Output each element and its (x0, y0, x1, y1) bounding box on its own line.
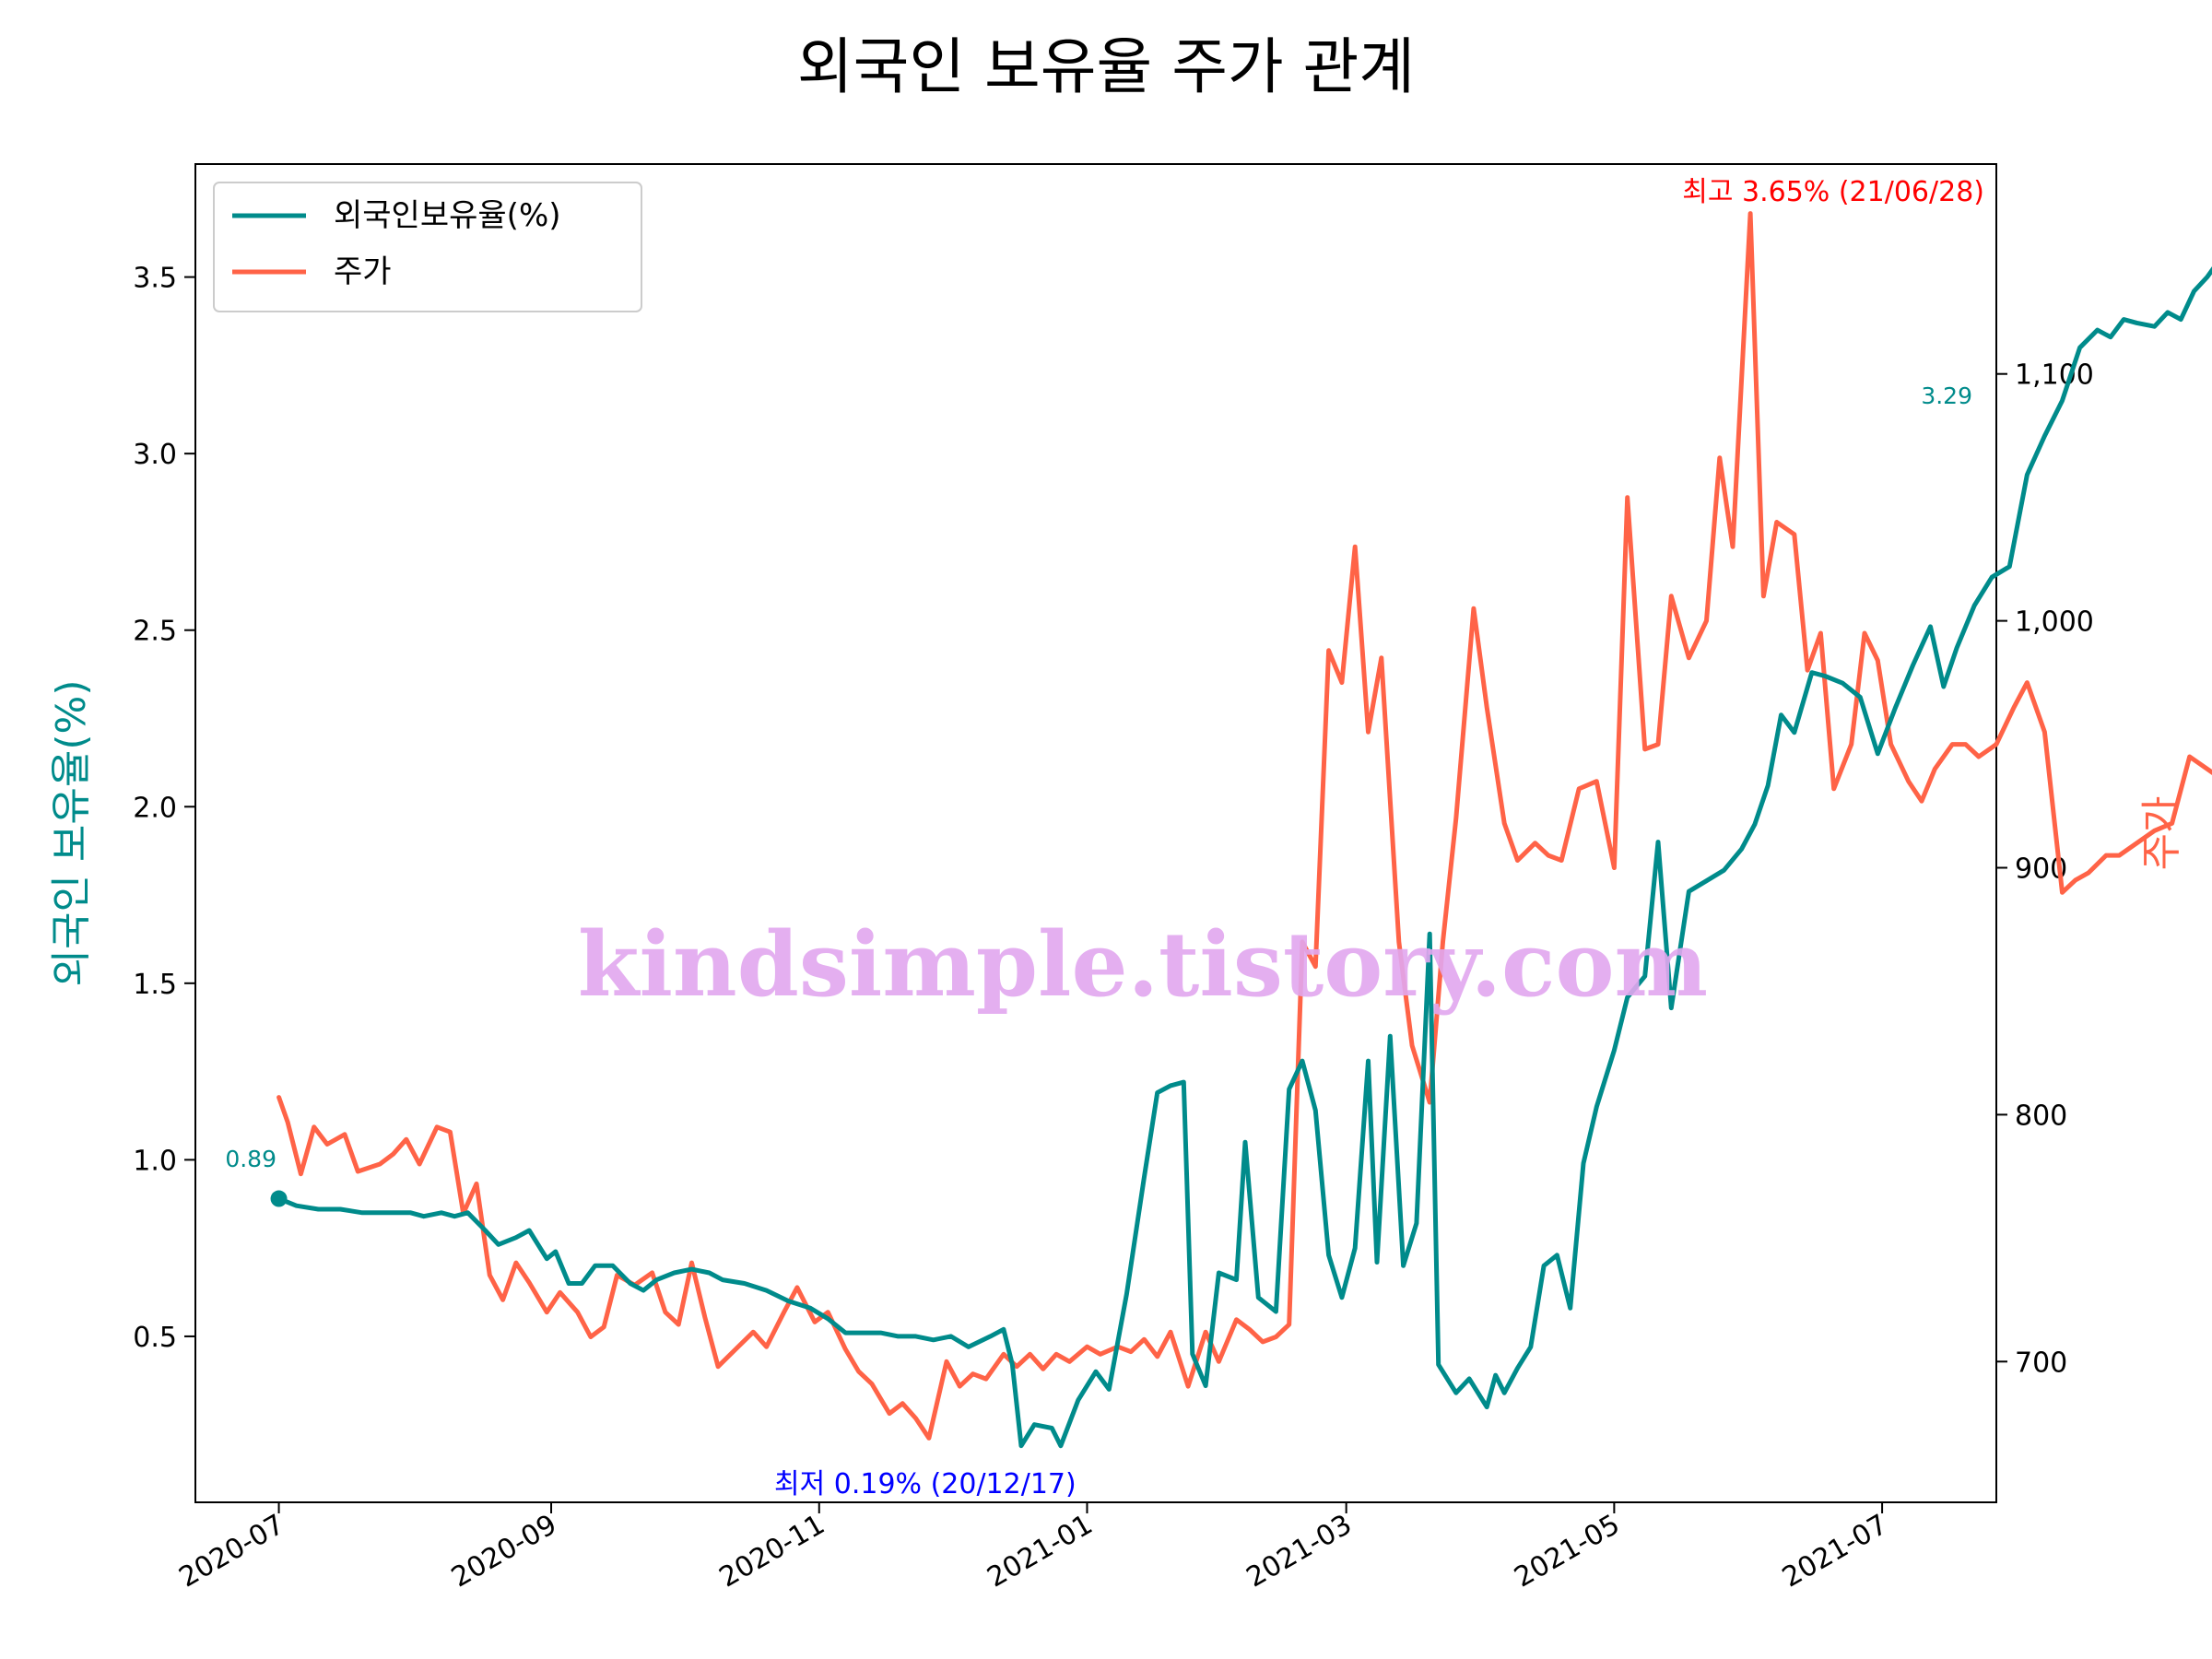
y-right-tick-label-0: 700 (2015, 1347, 2067, 1379)
x-tick-label-3: 2021-01 (982, 1509, 1098, 1594)
x-tick-label-6: 2021-07 (1777, 1509, 1893, 1594)
y-left-tick-label-2: 1.5 (133, 969, 177, 1001)
start-value-label: 0.89 (225, 1146, 276, 1172)
y-left-axis: 0.5 1.0 1.5 2.0 2.5 3.0 3.5 (133, 263, 195, 1354)
y-left-tick-label-6: 3.5 (133, 263, 177, 295)
series-layer (270, 211, 2212, 1449)
x-tick-label-5: 2021-05 (1509, 1509, 1625, 1594)
plot-area (194, 163, 1997, 1503)
end-value-label: 3.29 (1921, 382, 1972, 409)
x-tick-label-0: 2020-07 (173, 1509, 289, 1594)
series-line-1 (276, 211, 2212, 1441)
legend: 외국인보유율(%) 주가 (213, 182, 642, 312)
start-point-marker (270, 1190, 288, 1207)
legend-label-holding: 외국인보유율(%) (334, 197, 561, 234)
y-left-tick-label-5: 3.0 (133, 439, 177, 471)
y-left-axis-label: 외국인 보유율(%) (48, 679, 95, 986)
x-tick-label-2: 2020-11 (714, 1509, 830, 1594)
legend-box (213, 182, 642, 312)
y-left-tick-label-4: 2.5 (133, 616, 177, 648)
legend-label-price: 주가 (334, 253, 392, 290)
chart-title: 외국인 보유율 주가 관계 (797, 31, 1415, 102)
y-left-tick-label-3: 2.0 (133, 792, 177, 824)
y-right-tick-label-3: 1,000 (2015, 606, 2094, 639)
y-left-tick-label-1: 1.0 (133, 1145, 177, 1177)
y-right-tick-label-1: 800 (2015, 1100, 2067, 1132)
x-tick-label-1: 2020-09 (446, 1509, 562, 1594)
watermark: kindsimple.tistory.com (578, 912, 1708, 1017)
x-tick-label-4: 2021-03 (1241, 1509, 1358, 1594)
series-line-0 (276, 265, 2212, 1449)
annotation-layer: 최고 3.65% (21/06/28) 최저 0.19% (20/12/17) … (225, 176, 1984, 1500)
y-right-tick-label-4: 1,100 (2015, 359, 2094, 392)
min-annotation: 최저 0.19% (20/12/17) (774, 1468, 1077, 1500)
x-axis: 2020-07 2020-09 2020-11 2021-01 2021-03 2021-… (173, 1502, 1893, 1594)
max-annotation: 최고 3.65% (21/06/28) (1682, 176, 1984, 208)
y-left-tick-label-0: 0.5 (133, 1322, 177, 1354)
